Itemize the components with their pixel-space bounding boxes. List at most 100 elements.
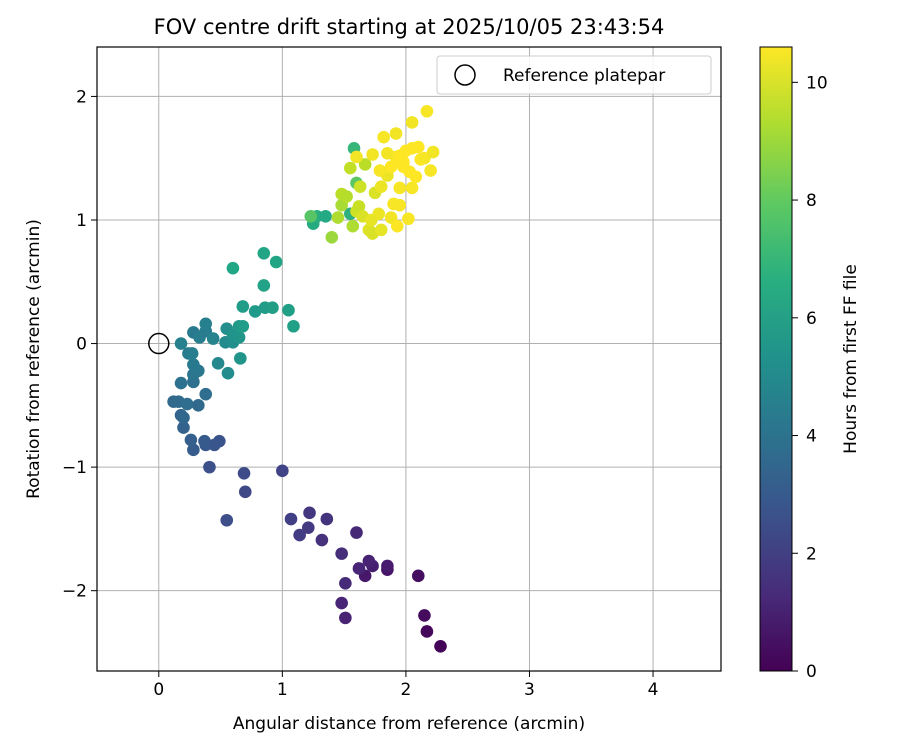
data-point xyxy=(284,512,298,526)
data-point xyxy=(276,464,289,478)
data-point xyxy=(304,209,318,223)
data-point xyxy=(350,150,363,164)
chart-title: FOV centre drift starting at 2025/10/05 … xyxy=(154,15,665,39)
data-point xyxy=(434,639,447,653)
data-point xyxy=(393,181,407,195)
data-point xyxy=(352,562,366,575)
y-tick-label: −1 xyxy=(62,458,87,478)
data-point xyxy=(192,399,205,412)
data-point xyxy=(420,104,434,118)
data-point xyxy=(226,261,240,275)
data-point xyxy=(405,181,419,195)
data-point xyxy=(374,223,388,237)
y-tick-label: 2 xyxy=(76,87,87,107)
reference-platepar-marker xyxy=(148,332,170,355)
legend-marker-icon xyxy=(454,64,476,86)
x-tick-label: 4 xyxy=(648,680,659,700)
data-point xyxy=(248,305,262,318)
legend: Reference platepar xyxy=(436,55,712,95)
data-point xyxy=(187,443,200,457)
data-point xyxy=(238,485,252,499)
data-point xyxy=(426,145,440,159)
data-point xyxy=(381,146,394,160)
data-point xyxy=(374,180,388,193)
data-point xyxy=(358,158,372,171)
data-point xyxy=(411,140,425,154)
data-point xyxy=(266,301,279,315)
data-point xyxy=(234,352,247,365)
y-tick-label: −2 xyxy=(62,582,87,602)
data-point xyxy=(177,421,190,434)
data-point xyxy=(409,170,423,184)
data-point xyxy=(203,460,216,474)
data-point xyxy=(390,219,404,233)
data-point xyxy=(411,569,425,583)
data-point xyxy=(185,347,199,360)
data-point xyxy=(362,554,376,568)
y-axis-ticks: −2 −1 0 1 2 xyxy=(62,87,97,602)
x-tick-label: 1 xyxy=(277,680,288,700)
data-point xyxy=(232,331,246,344)
data-point xyxy=(180,397,194,411)
data-point xyxy=(211,357,225,370)
data-point xyxy=(339,611,352,625)
data-point xyxy=(325,230,339,244)
data-point xyxy=(287,319,300,333)
data-point xyxy=(293,528,306,542)
data-point xyxy=(199,387,213,401)
colorbar-tick-label: 6 xyxy=(806,309,817,329)
data-point xyxy=(418,609,431,622)
data-point xyxy=(282,303,295,317)
colorbar-tick-label: 4 xyxy=(806,427,817,447)
x-axis-label: Angular distance from reference (arcmin) xyxy=(233,714,585,734)
data-point xyxy=(174,337,188,350)
data-point xyxy=(381,559,394,573)
data-point xyxy=(372,207,386,221)
y-axis-label: Rotation from reference (arcmin) xyxy=(24,219,44,499)
data-point xyxy=(236,319,250,333)
data-point xyxy=(315,533,329,547)
data-point xyxy=(393,149,407,163)
data-point xyxy=(366,148,379,161)
plot-frame xyxy=(96,46,722,672)
data-point xyxy=(402,212,415,226)
data-point xyxy=(346,219,360,233)
y-tick-label: 0 xyxy=(76,335,87,355)
data-point xyxy=(384,160,398,174)
y-tick-label: 1 xyxy=(76,211,87,231)
data-point xyxy=(206,332,220,345)
data-point xyxy=(320,512,334,526)
data-point xyxy=(257,279,271,292)
x-tick-label: 2 xyxy=(400,680,411,700)
data-point xyxy=(187,358,200,371)
data-point xyxy=(221,366,235,380)
x-axis-ticks: 0 1 2 3 4 xyxy=(153,671,658,700)
data-point xyxy=(339,576,352,590)
data-point xyxy=(389,127,403,140)
colorbar-tick-label: 10 xyxy=(806,73,828,93)
data-point xyxy=(331,211,345,224)
data-point xyxy=(301,521,315,534)
data-point xyxy=(220,513,234,527)
colorbar-tick-label: 8 xyxy=(806,191,817,211)
data-point xyxy=(198,434,211,448)
data-point xyxy=(174,376,188,390)
colorbar-tick-label: 0 xyxy=(806,662,817,682)
colorbar-tick-label: 2 xyxy=(806,544,817,564)
data-point xyxy=(257,247,271,260)
data-point xyxy=(340,190,353,203)
legend-label: Reference platepar xyxy=(503,66,665,86)
data-point xyxy=(319,209,332,223)
data-point xyxy=(353,180,367,193)
data-point xyxy=(199,317,213,331)
x-tick-label: 3 xyxy=(524,680,535,700)
data-point xyxy=(352,200,366,213)
colorbar-label: Hours from first FF file xyxy=(841,264,861,454)
data-point xyxy=(373,164,387,177)
data-point xyxy=(405,116,419,129)
data-point xyxy=(335,596,348,610)
data-point xyxy=(269,255,283,269)
data-point xyxy=(335,547,348,560)
